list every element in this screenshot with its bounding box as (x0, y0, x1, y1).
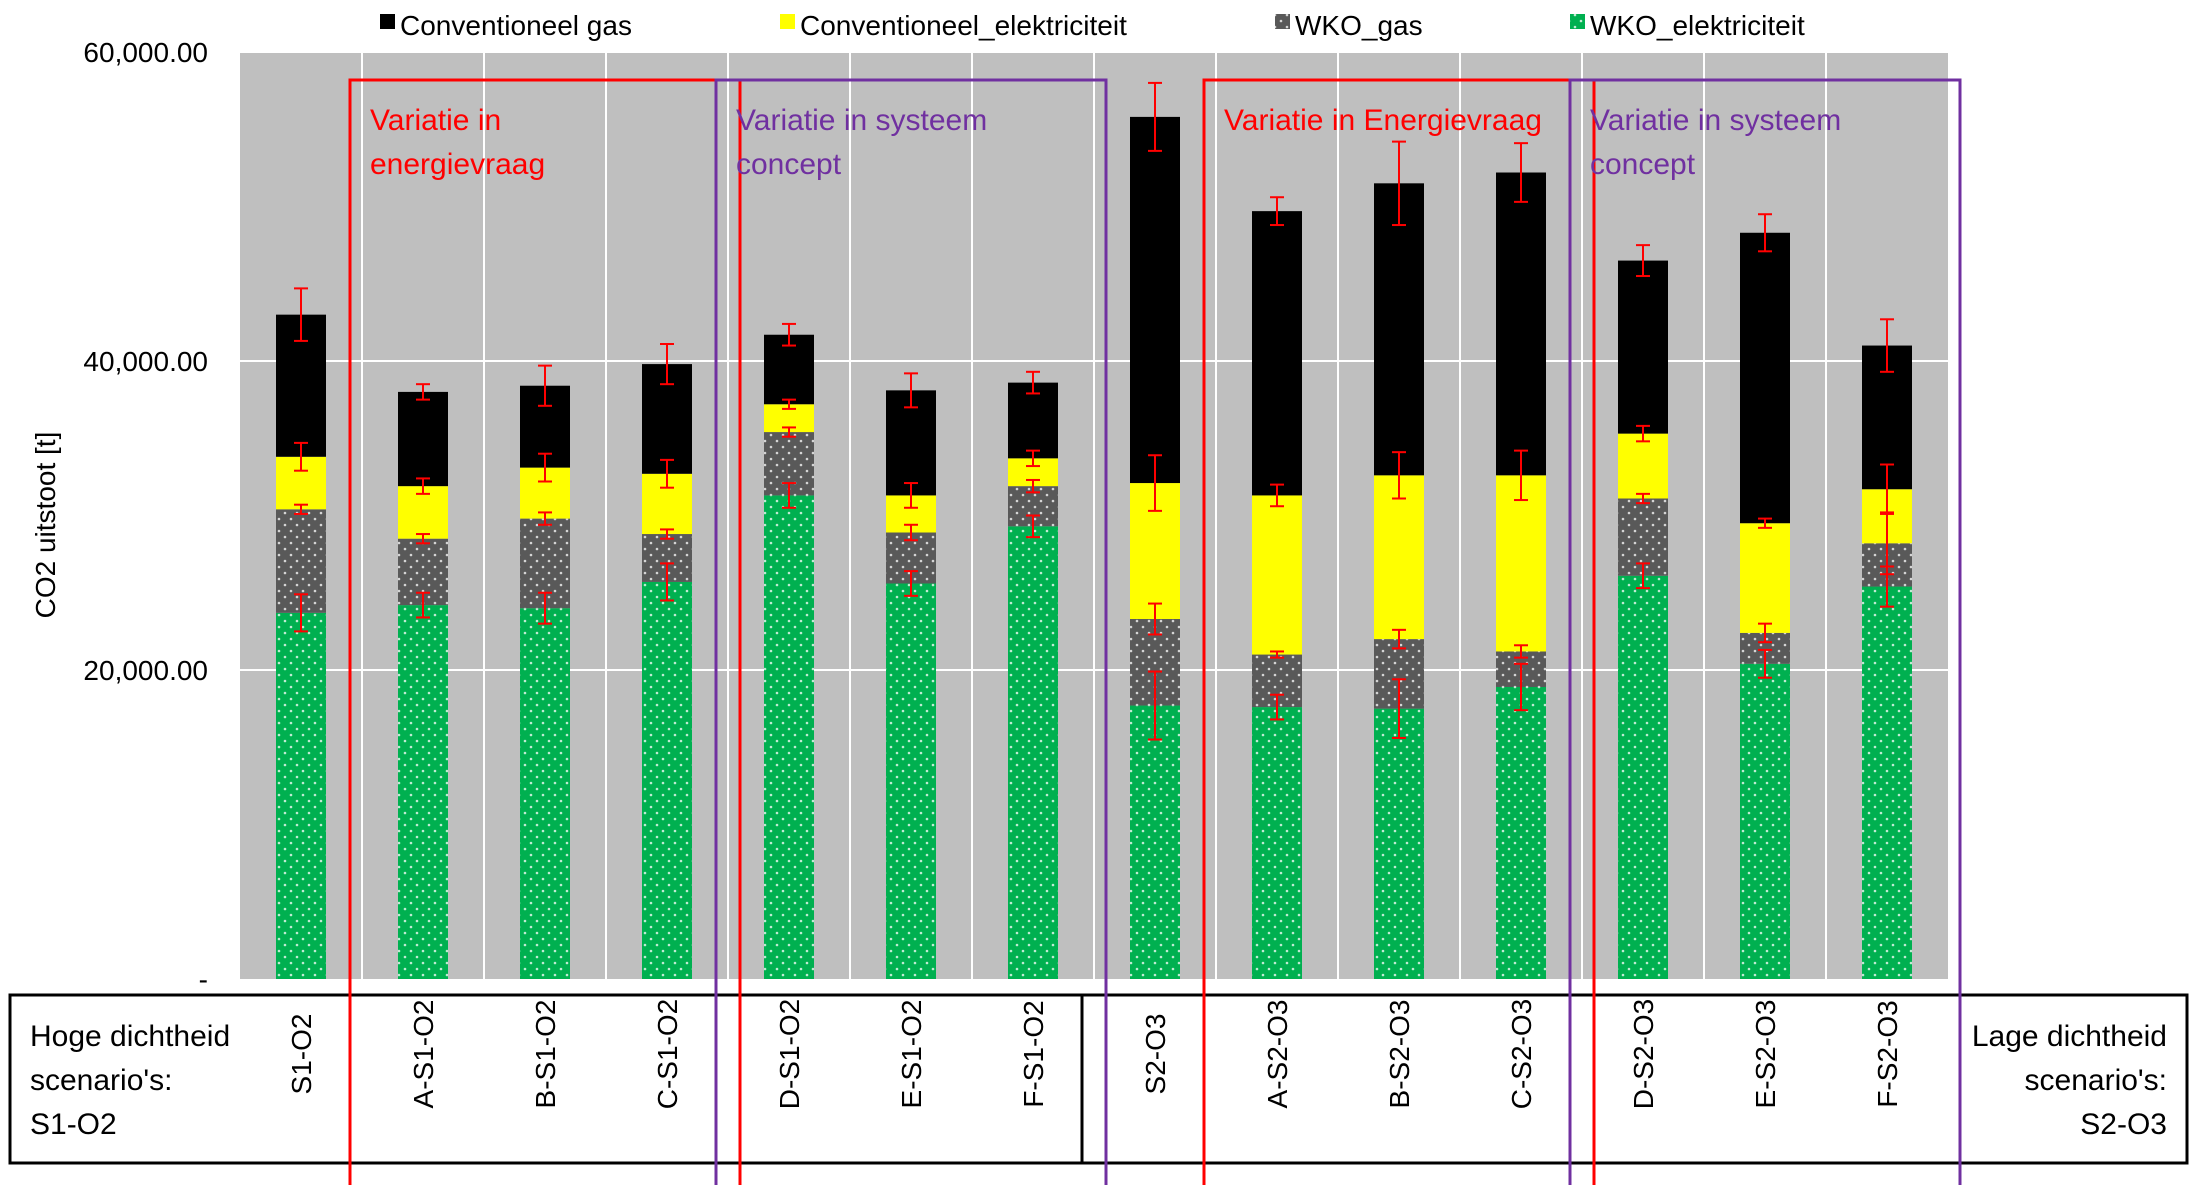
x-tick-label: B-S1-O2 (530, 1000, 561, 1109)
bar-segment-texture (1008, 526, 1058, 979)
legend-label: Conventioneel_elektriciteit (800, 10, 1127, 41)
bar-segment-texture (1374, 708, 1424, 979)
annotation-text: Variatie in systeem (1590, 104, 1841, 137)
y-tick-label: 40,000.00 (83, 346, 208, 377)
legend-label: WKO_elektriciteit (1590, 10, 1805, 41)
bar-segment-conventioneel-gas (1008, 382, 1058, 459)
annotation-boxes: Variatie in energievraag Variatie in syste… (348, 78, 1962, 1185)
x-axis-labels: S1-O2 A-S1-O2 B-S1-O2 C-S1-O2 D-S1-O2 E-S1-O2… (286, 999, 1903, 1109)
x-tick-label: D-S2-O3 (1628, 999, 1659, 1109)
annotation-box (1202, 78, 1596, 1185)
annotation-box (348, 78, 742, 1185)
group-label-text: S2-O3 (2080, 1108, 2167, 1141)
bar-segment-texture (1130, 705, 1180, 979)
gridlines (240, 51, 1948, 979)
bar-segment-conventioneel-elektriciteit (1496, 475, 1546, 652)
x-tick-label: S1-O2 (286, 1014, 317, 1095)
group-label-box (1080, 993, 2189, 1165)
legend-swatch (780, 14, 795, 29)
y-tick-label: - (199, 964, 208, 995)
annotation-text: energievraag (370, 148, 545, 181)
group-label-boxes: Hoge dichtheid scenario's: S1-O2 Lage dicht… (8, 993, 2189, 1165)
legend-label: WKO_gas (1295, 10, 1423, 41)
y-axis-label: CO2 uitstoot [t] (30, 432, 61, 619)
legend-swatch-texture (1275, 14, 1290, 29)
bar-segment-texture (886, 583, 936, 979)
bar-segment-texture (520, 608, 570, 979)
bar-segment-conventioneel-elektriciteit (1740, 523, 1790, 633)
y-tick-label: 20,000.00 (83, 655, 208, 686)
bar-segment-conventioneel-elektriciteit (1618, 433, 1668, 499)
group-label-text: scenario's: (30, 1064, 172, 1097)
bar-segment-texture (1252, 707, 1302, 979)
y-axis: CO2 uitstoot [t] - 20,000.00 40,000.00 60,0… (30, 37, 208, 995)
annotation-text: Variatie in (370, 104, 501, 137)
annotation-box (714, 78, 1108, 1185)
bar-segment-texture (1740, 663, 1790, 979)
annotation-text: Variatie in systeem (736, 104, 987, 137)
bar-segment-texture (1862, 586, 1912, 979)
bar-segment-conventioneel-elektriciteit (1252, 495, 1302, 655)
bar-segment-texture (764, 495, 814, 979)
bar-segment-conventioneel-gas (1496, 172, 1546, 476)
group-label-text: Lage dichtheid (1972, 1020, 2167, 1053)
bar-segment-texture (276, 612, 326, 979)
bar-segment-texture (1496, 686, 1546, 979)
bar-segment-texture (398, 605, 448, 979)
x-tick-label: A-S1-O2 (408, 1000, 439, 1109)
x-tick-label: C-S1-O2 (652, 999, 683, 1109)
annotation-box (1568, 78, 1962, 1185)
group-label-text: S1-O2 (30, 1108, 117, 1141)
x-tick-label: B-S2-O3 (1384, 1000, 1415, 1109)
group-label-text: scenario's: (2025, 1064, 2167, 1097)
error-bars (294, 81, 1894, 741)
annotation-text: concept (1590, 148, 1696, 181)
x-tick-label: E-S2-O3 (1750, 1000, 1781, 1109)
bar-segment-conventioneel-gas (1618, 260, 1668, 434)
legend-swatch (380, 14, 395, 29)
x-tick-label: F-S1-O2 (1018, 1000, 1049, 1107)
bar-segment-conventioneel-gas (1374, 183, 1424, 476)
plot-area (240, 51, 1948, 979)
bar-segment-texture (1618, 575, 1668, 979)
bar-segment-conventioneel-gas (1740, 232, 1790, 524)
legend-label: Conventioneel gas (400, 10, 632, 41)
x-tick-label: F-S2-O3 (1872, 1000, 1903, 1107)
annotation-text: Variatie in Energievraag (1224, 104, 1542, 137)
x-tick-label: S2-O3 (1140, 1014, 1171, 1095)
annotation-text: concept (736, 148, 842, 181)
bars (276, 116, 1912, 979)
legend: Conventioneel gas Conventioneel_elektrici… (380, 10, 1805, 41)
x-tick-label: D-S1-O2 (774, 999, 805, 1109)
bar-segment-texture (642, 581, 692, 979)
bar-segment-conventioneel-gas (1252, 211, 1302, 496)
bar-segment-conventioneel-gas (1130, 116, 1180, 484)
x-tick-label: E-S1-O2 (896, 1000, 927, 1109)
x-tick-label: A-S2-O3 (1262, 1000, 1293, 1109)
bar-segment-conventioneel-elektriciteit (398, 486, 448, 539)
group-label-text: Hoge dichtheid (30, 1020, 230, 1053)
x-tick-label: C-S2-O3 (1506, 999, 1537, 1109)
y-tick-label: 60,000.00 (83, 37, 208, 68)
legend-swatch-texture (1570, 14, 1585, 29)
bar-segment-conventioneel-gas (398, 391, 448, 487)
bar-segment-conventioneel-elektriciteit (1374, 475, 1424, 640)
